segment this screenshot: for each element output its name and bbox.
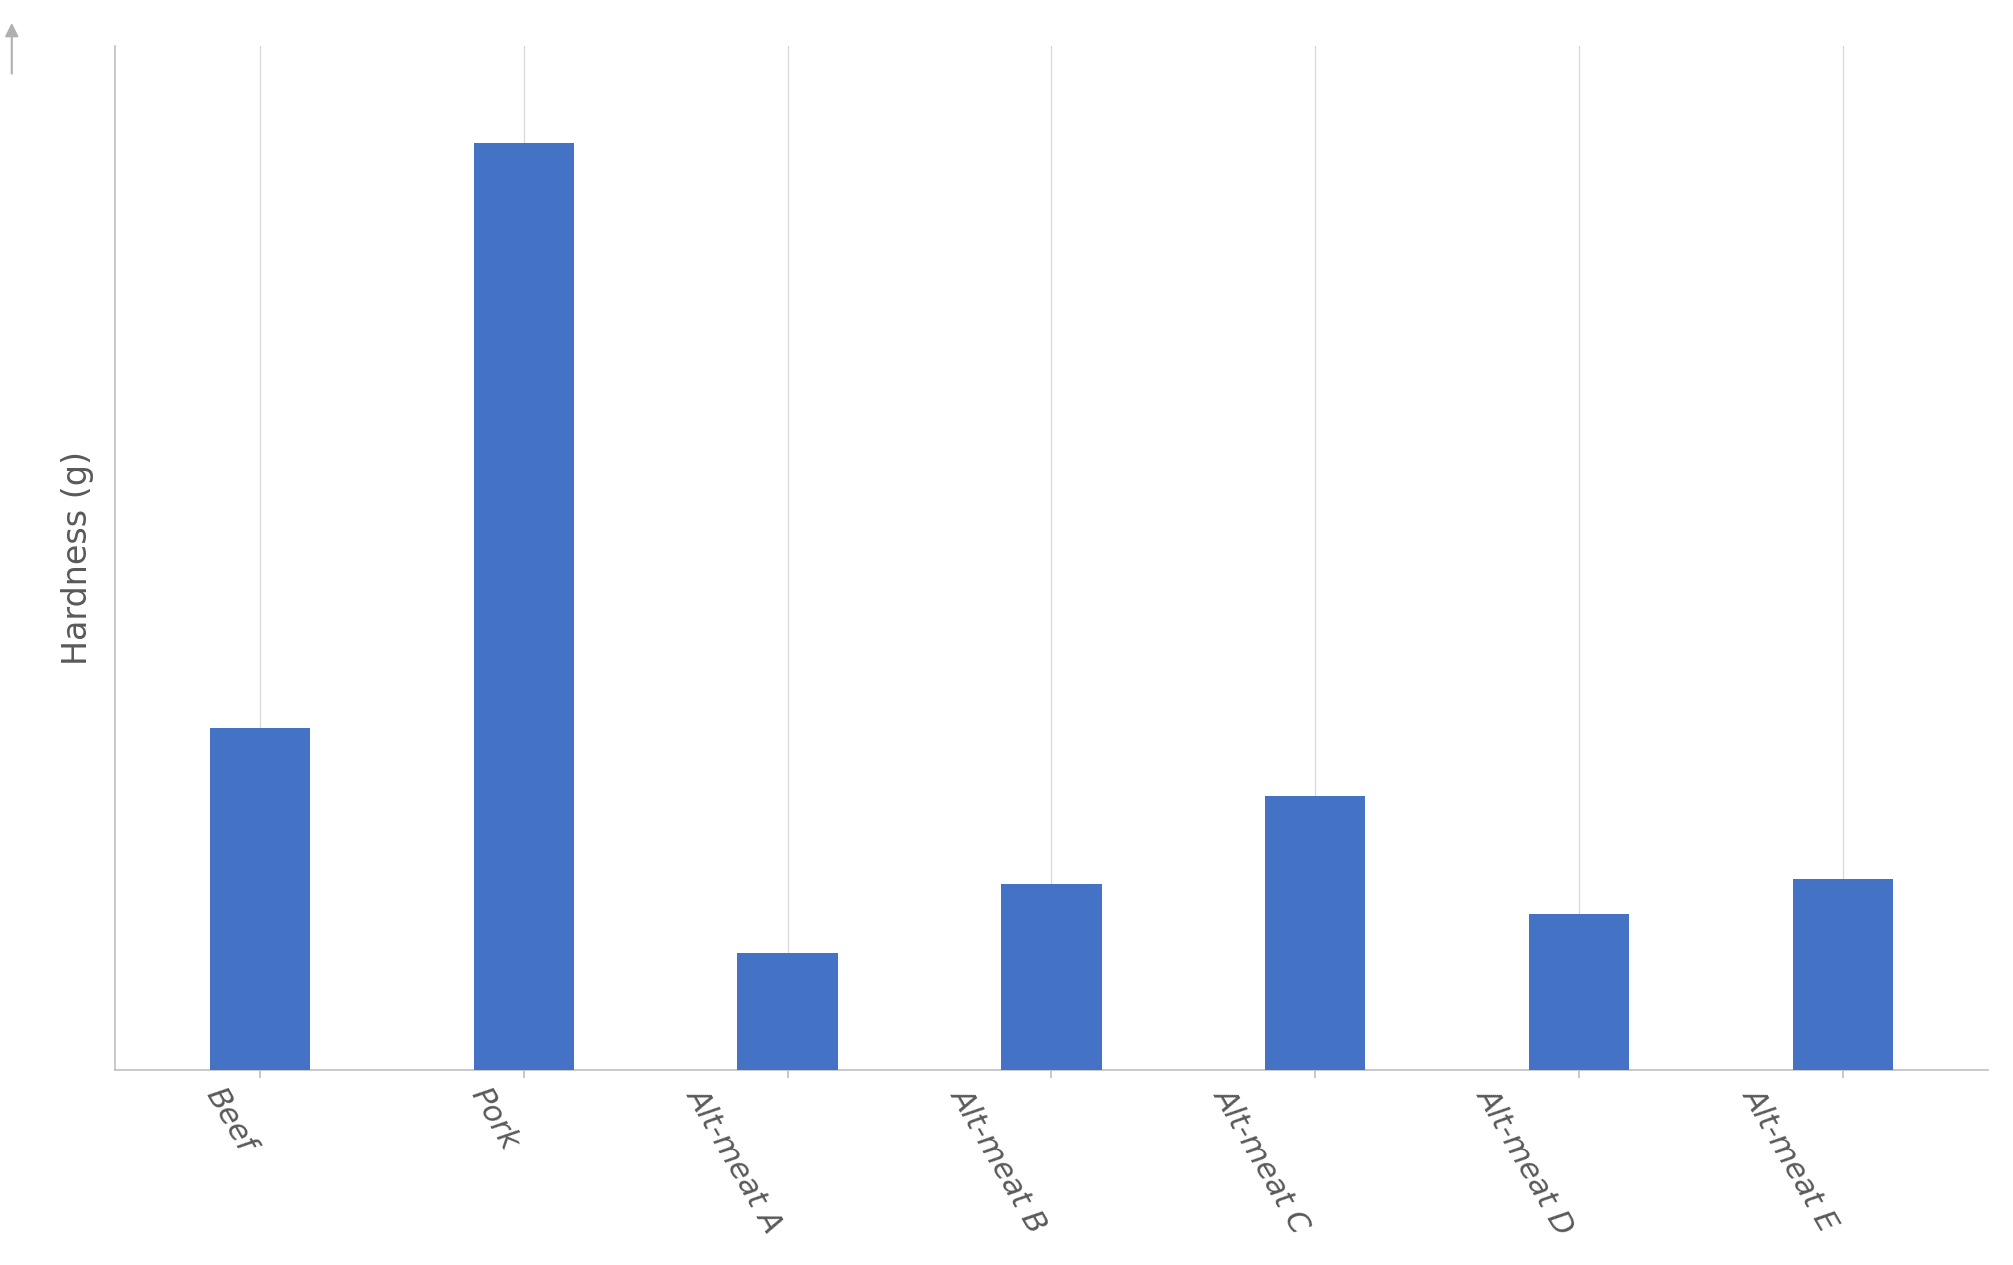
Bar bbox=[209, 729, 310, 1069]
Bar bbox=[1000, 884, 1101, 1069]
Bar bbox=[1264, 797, 1365, 1069]
Bar bbox=[1794, 879, 1892, 1069]
Y-axis label: Hardness (g): Hardness (g) bbox=[60, 450, 95, 664]
Bar bbox=[737, 953, 837, 1069]
Bar bbox=[473, 143, 574, 1069]
Bar bbox=[1530, 913, 1629, 1069]
